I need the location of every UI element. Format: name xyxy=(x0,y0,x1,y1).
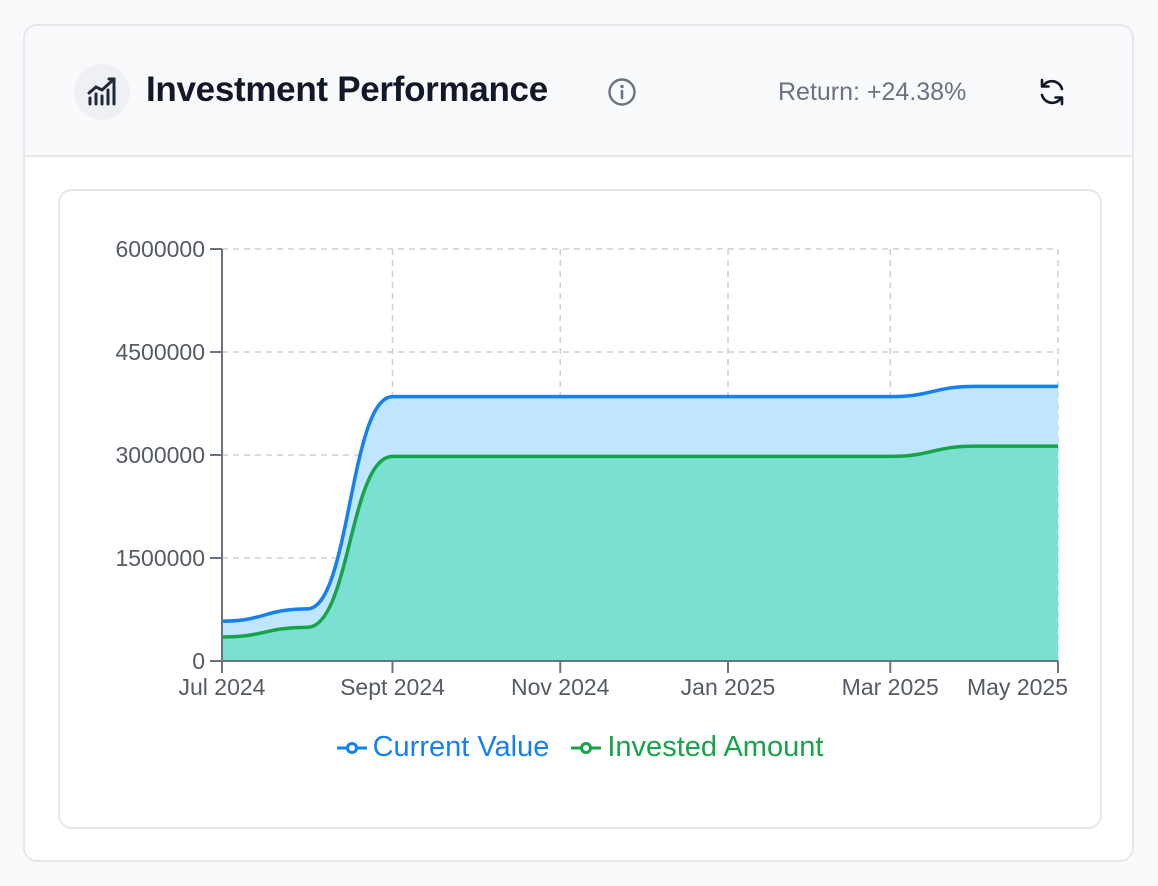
x-tick-label: Jul 2024 xyxy=(179,674,266,700)
x-tick-label: May 2025 xyxy=(967,674,1068,700)
info-icon[interactable] xyxy=(607,77,637,107)
x-tick-label: Jan 2025 xyxy=(681,674,776,700)
legend-item-current-value[interactable]: Current Value xyxy=(336,731,550,764)
legend-label-current-value: Current Value xyxy=(372,731,550,763)
series-line-current-value xyxy=(221,384,1058,623)
chart-panel: 0 1500000 3000000 4500000 6000000 Jul 2024 Sep… xyxy=(58,189,1102,829)
card-header: Investment Performance Return: +24.38% xyxy=(25,26,1132,157)
area-chart: 0 1500000 3000000 4500000 6000000 Jul 2024 Sep… xyxy=(115,236,1068,700)
x-tick-label: Sept 2024 xyxy=(340,674,445,700)
legend-label-invested-amount: Invested Amount xyxy=(607,731,824,763)
legend-item-invested-amount[interactable]: Invested Amount xyxy=(571,731,823,764)
y-tick-label: 3000000 xyxy=(115,442,205,468)
y-tick-label: 4500000 xyxy=(115,339,205,365)
y-tick-label: 6000000 xyxy=(115,236,205,262)
series-line-invested-amount xyxy=(221,444,1058,639)
y-tick-label: 1500000 xyxy=(115,545,205,571)
series-area-invested-amount xyxy=(222,446,1058,661)
legend-swatch-invested-amount xyxy=(571,741,602,754)
legend-swatch-current-value xyxy=(336,741,367,754)
refresh-icon[interactable] xyxy=(1036,76,1068,108)
investment-performance-card: Investment Performance Return: +24.38% 0… xyxy=(23,24,1134,862)
y-tick-label: 0 xyxy=(192,648,205,674)
card-title: Investment Performance xyxy=(146,70,548,109)
x-tick-label: Mar 2025 xyxy=(842,674,939,700)
return-percentage: Return: +24.38% xyxy=(778,78,967,106)
bar-chart-trend-icon xyxy=(74,64,130,120)
x-tick-label: Nov 2024 xyxy=(511,674,610,700)
chart-legend: Current Value Invested Amount xyxy=(60,731,1100,764)
